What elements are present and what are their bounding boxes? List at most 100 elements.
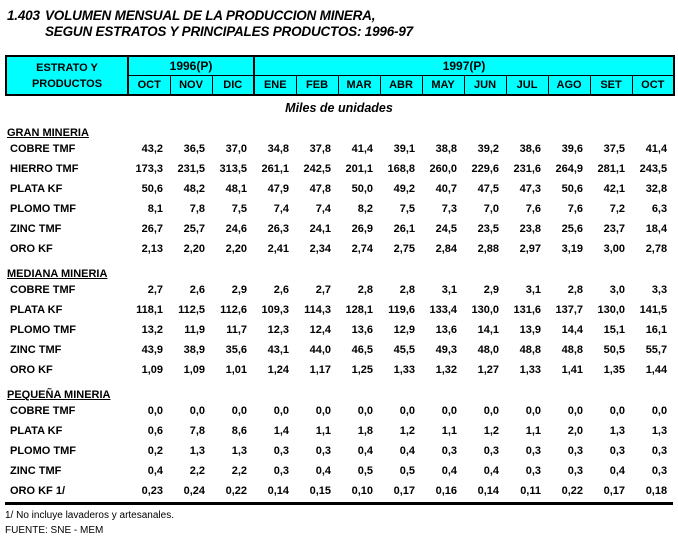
value-cell: 13,6 (435, 324, 457, 336)
section-row: MEDIANA MINERIA (5, 259, 673, 280)
table-row: HIERRO TMF 173,3 231,5 313,5 261,1 242,5 201,1… (5, 159, 673, 179)
value-cell: 50,5 (603, 344, 625, 356)
value-cell: 1,33 (519, 364, 541, 376)
value-cell: 25,7 (183, 223, 205, 235)
value-cell: 0,14 (267, 485, 289, 497)
value-cell: 260,0 (429, 163, 457, 175)
value-cell: 50,0 (351, 183, 373, 195)
value-cell: 0,3 (651, 445, 668, 457)
table-row: PLATA KF 0,6 7,8 8,6 1,4 1,1 1,8 1,2 1,1 1,2 1,1 2,… (5, 421, 673, 441)
value-cell: 0,0 (315, 405, 331, 417)
value-cell: 32,8 (645, 183, 668, 195)
product-label: PLOMO TMF (10, 324, 76, 336)
value-cell: 1,3 (231, 445, 247, 457)
value-cell: 243,5 (639, 163, 668, 175)
value-cell: 2,74 (351, 243, 373, 255)
value-cell: 0,14 (477, 485, 499, 497)
value-cell: 25,6 (561, 223, 583, 235)
value-cell: 7,6 (567, 203, 583, 215)
month-header: SET (589, 75, 633, 96)
value-cell: 2,9 (483, 284, 499, 296)
value-cell: 281,1 (597, 163, 625, 175)
value-cell: 8,1 (147, 203, 163, 215)
value-cell: 0,11 (520, 485, 541, 497)
value-cell: 40,7 (435, 183, 457, 195)
value-cell: 45,5 (393, 344, 415, 356)
value-cell: 0,3 (525, 465, 541, 477)
value-cell: 0,22 (225, 485, 247, 497)
value-cell: 44,0 (309, 344, 331, 356)
stub-header: ESTRATO Y PRODUCTOS (5, 55, 129, 96)
value-cell: 0,0 (483, 405, 499, 417)
section-title: MEDIANA MINERIA (7, 268, 108, 280)
value-cell: 1,3 (609, 425, 625, 437)
table-row: COBRE TMF 2,7 2,6 2,9 2,6 2,7 2,8 2,8 3,1 2,9 3,1 2… (5, 280, 673, 300)
value-cell: 8,6 (231, 425, 247, 437)
table-row: ORO KF 1/0,23 0,24 0,22 0,14 0,15 0,10 0,17 0,1… (5, 481, 673, 501)
value-cell: 242,5 (303, 163, 331, 175)
value-cell: 13,2 (141, 324, 163, 336)
table-row: PLOMO TMF 8,1 7,8 7,5 7,4 7,4 8,2 7,5 7,3 7,0 7,6 7… (5, 199, 673, 219)
value-cell: 24,1 (309, 223, 331, 235)
product-label: PLATA KF (10, 183, 63, 195)
value-cell: 231,6 (513, 163, 541, 175)
month-header: ENE (253, 75, 297, 96)
value-cell: 34,8 (267, 143, 289, 155)
value-cell: 38,9 (183, 344, 205, 356)
product-label: PLOMO TMF (10, 445, 76, 457)
value-cell: 1,27 (477, 364, 499, 376)
value-cell: 2,6 (273, 284, 289, 296)
value-cell: 1,41 (561, 364, 583, 376)
value-cell: 0,4 (609, 465, 625, 477)
value-cell: 13,9 (519, 324, 541, 336)
value-cell: 2,20 (225, 243, 247, 255)
value-cell: 1,4 (273, 425, 289, 437)
title-line-1: 1.403 VOLUMEN MENSUAL DE LA PRODUCCION MI… (7, 8, 673, 24)
table-header: ESTRATO Y PRODUCTOS 1996(P) 1997(P) OCT NO… (5, 55, 676, 96)
value-cell: 141,5 (639, 304, 668, 316)
value-cell: 43,2 (141, 143, 163, 155)
table-row: ORO KF 1,09 1,09 1,01 1,24 1,17 1,25 1,33 1,32 1,… (5, 360, 673, 380)
section-row: GRAN MINERIA (5, 118, 673, 139)
value-cell: 2,8 (567, 284, 583, 296)
value-cell: 3,3 (651, 284, 668, 296)
value-cell: 0,17 (603, 485, 625, 497)
value-cell: 39,6 (561, 143, 583, 155)
value-cell: 7,3 (441, 203, 457, 215)
value-cell: 49,3 (435, 344, 457, 356)
value-cell: 2,78 (645, 243, 668, 255)
value-cell: 8,2 (357, 203, 373, 215)
year-header-row: ESTRATO Y PRODUCTOS 1996(P) 1997(P) (5, 55, 675, 96)
value-cell: 1,1 (525, 425, 541, 437)
value-cell: 1,25 (351, 364, 373, 376)
value-cell: 35,6 (225, 344, 247, 356)
value-cell: 0,3 (567, 465, 583, 477)
value-cell: 2,34 (309, 243, 331, 255)
section-title: GRAN MINERIA (7, 127, 89, 139)
month-header: NOV (169, 75, 213, 96)
value-cell: 47,9 (267, 183, 289, 195)
table-row: PLOMO TMF 0,2 1,3 1,3 0,3 0,3 0,4 0,4 0,3 0,3 0,3 0… (5, 441, 673, 461)
value-cell: 50,6 (141, 183, 163, 195)
value-cell: 48,8 (519, 344, 541, 356)
value-cell: 41,4 (645, 143, 668, 155)
stub-line-1: ESTRATO Y (36, 61, 98, 74)
value-cell: 47,8 (309, 183, 331, 195)
value-cell: 0,5 (357, 465, 373, 477)
month-header: JUN (463, 75, 507, 96)
value-cell: 24,6 (225, 223, 247, 235)
value-cell: 41,4 (351, 143, 373, 155)
value-cell: 231,5 (177, 163, 205, 175)
value-cell: 0,3 (525, 445, 541, 457)
table-row: COBRE TMF 0,0 0,0 0,0 0,0 0,0 0,0 0,0 0,0 0,0 0,0 0… (5, 401, 673, 421)
value-cell: 201,1 (345, 163, 373, 175)
value-cell: 137,7 (555, 304, 583, 316)
value-cell: 7,2 (609, 203, 625, 215)
year-group-header: 1997(P) (253, 55, 675, 76)
value-cell: 173,3 (135, 163, 163, 175)
value-cell: 0,3 (273, 465, 289, 477)
value-cell: 2,8 (399, 284, 415, 296)
value-cell: 0,4 (399, 445, 415, 457)
value-cell: 0,0 (399, 405, 415, 417)
product-label: ZINC TMF (10, 223, 62, 235)
